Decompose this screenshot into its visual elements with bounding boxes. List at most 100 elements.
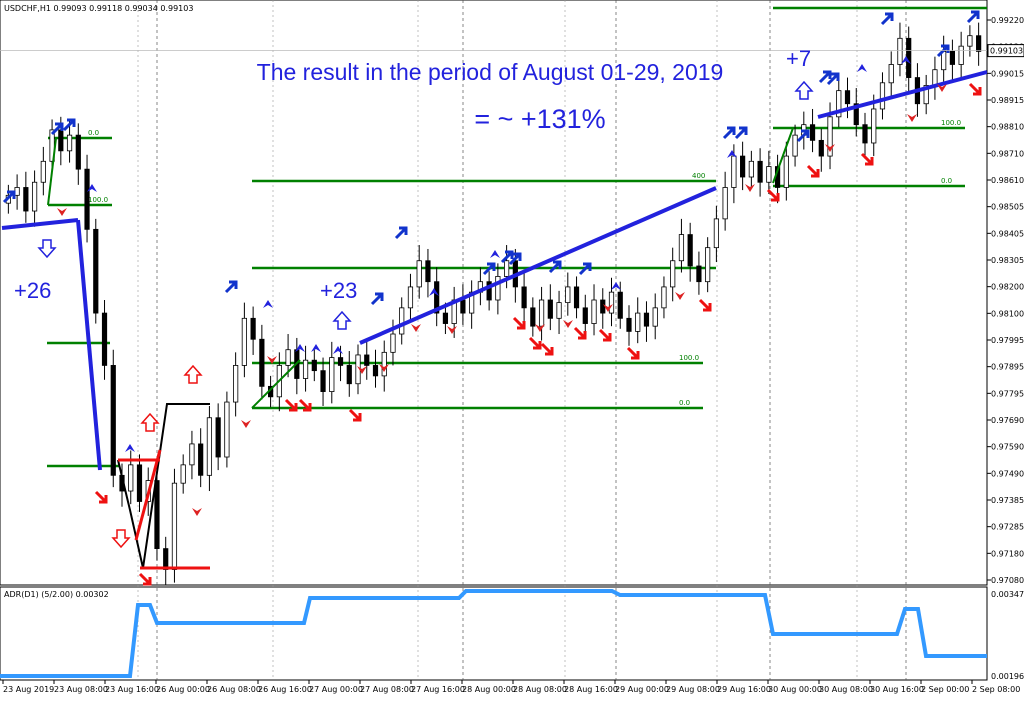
sell-arrow-path: [138, 572, 152, 586]
symbol-header: USDCHF,H1 0.99093 0.99118 0.99034 0.9910…: [4, 4, 193, 13]
time-tick-label: 29 Aug 08:00: [666, 685, 720, 694]
chevron-up-icon: [429, 288, 439, 296]
hollow-down-arrow-icon: [37, 239, 57, 259]
candle-body: [923, 85, 929, 105]
candle-body: [320, 370, 326, 392]
candle-body: [128, 464, 134, 492]
trend-line: [1, 218, 79, 230]
time-tick-label: 30 Aug 08:00: [819, 685, 873, 694]
sell-arrow-icon: [348, 408, 362, 422]
candle-body: [346, 365, 352, 385]
candle-body: [722, 187, 728, 220]
fib-level-label: 0.0: [679, 399, 690, 407]
buy-arrow-icon: [482, 262, 496, 276]
candle-body: [731, 155, 737, 188]
candle-body: [600, 299, 606, 314]
buy-arrow-path: [548, 260, 562, 274]
hollow-up-arrow-icon: [332, 310, 352, 330]
candle-body: [407, 286, 414, 309]
chevron-down-icon: [937, 84, 947, 92]
chevron-down-icon: [745, 184, 755, 192]
fib-level-label: 100.0: [941, 119, 961, 127]
time-tick-label: 26 Aug 16:00: [258, 685, 312, 694]
chevron-up-icon: [490, 250, 500, 258]
candle-body: [591, 299, 597, 324]
time-tick-label: 23 Aug 16:00: [105, 685, 159, 694]
time-tick-label: 28 Aug 08:00: [513, 685, 567, 694]
time-tick-label: 2 Sep 00:00: [921, 685, 969, 694]
chevron-down-icon: [675, 292, 685, 300]
candle-body: [652, 307, 658, 327]
buy-arrow-path: [62, 118, 76, 132]
headline-text: The result in the period of August 01-29…: [257, 59, 724, 85]
candle-body: [565, 286, 571, 304]
buy-arrow-icon: [224, 280, 238, 294]
sell-arrow-icon: [698, 298, 712, 312]
candle-body: [14, 187, 20, 196]
candle-body: [809, 124, 816, 141]
hollow-up-arrow-icon: [183, 364, 203, 384]
vertical-session-lines: [137, 0, 907, 680]
candle-body: [311, 359, 317, 372]
candle-body: [66, 134, 73, 152]
candle-body: [617, 291, 623, 319]
sell-arrow-path: [94, 490, 108, 504]
buy-arrow-path: [482, 262, 496, 276]
buy-arrow-icon: [62, 118, 76, 132]
time-tick-label: 23 Aug 2019: [3, 685, 54, 694]
trade-label-1: +26: [14, 278, 51, 303]
candle-body: [556, 302, 562, 319]
chevron-up-icon: [125, 444, 135, 452]
candle-body: [93, 228, 99, 314]
candle-body: [442, 312, 449, 324]
sell-arrow-icon: [94, 490, 108, 504]
price-tick-label: 0.99015: [991, 69, 1024, 78]
candle-body: [23, 187, 29, 212]
candle-body: [329, 357, 335, 392]
candle-body: [337, 357, 344, 366]
red-trend: [134, 449, 162, 541]
chevron-down-icon: [563, 320, 573, 328]
price-tick-label: 0.98100: [991, 309, 1024, 318]
candle-body: [101, 312, 108, 366]
chevron-down-icon: [192, 508, 202, 516]
candle-body: [390, 333, 396, 353]
candle-body: [879, 82, 886, 110]
time-tick-label: 27 Aug 00:00: [309, 685, 363, 694]
candle-body: [110, 365, 116, 476]
time-tick-label: 26 Aug 08:00: [207, 685, 261, 694]
fib-level-label: 0.0: [88, 129, 99, 137]
time-tick-label: 29 Aug 16:00: [717, 685, 771, 694]
candle-body: [713, 218, 719, 249]
buy-arrow-icon: [796, 129, 810, 143]
chevron-down-icon: [907, 114, 917, 122]
time-tick-label: 30 Aug 16:00: [870, 685, 924, 694]
sell-arrow-icon: [806, 164, 820, 178]
price-tick-label: 0.98200: [991, 283, 1024, 292]
price-tick-label: 0.99220: [991, 16, 1024, 25]
candle-body: [792, 134, 798, 157]
buy-arrow-path: [508, 252, 522, 266]
candle-body: [818, 139, 824, 157]
candle-body: [224, 401, 230, 458]
chevron-up-icon: [295, 344, 305, 352]
trend-line: [251, 359, 301, 409]
green-trend: [47, 137, 57, 206]
candle-body: [976, 35, 982, 52]
chevron-up-icon: [311, 344, 321, 352]
hollow-down-arrow-icon: [111, 529, 131, 549]
time-tick-label: 23 Aug 08:00: [54, 685, 108, 694]
candle-body: [31, 181, 38, 212]
trend-line: [817, 70, 988, 119]
sell-arrow-icon: [528, 336, 542, 350]
candle-body: [154, 480, 160, 549]
buy-arrow-icon: [880, 12, 894, 26]
chevron-up-icon: [857, 64, 867, 72]
hollow-up-arrow-icon: [794, 80, 814, 100]
sell-arrow-icon: [284, 398, 298, 412]
candle-body: [888, 64, 894, 84]
buy-arrow-icon: [50, 122, 64, 136]
price-axis: 0.992200.991200.990150.989150.988100.987…: [0, 16, 1024, 681]
buy-arrow-path: [826, 72, 840, 86]
